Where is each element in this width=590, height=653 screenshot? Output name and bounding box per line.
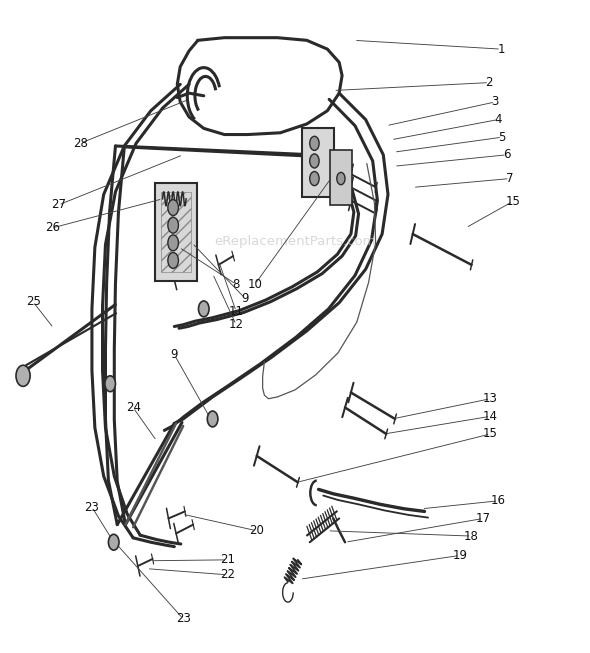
Circle shape <box>310 154 319 168</box>
Text: 9: 9 <box>171 348 178 361</box>
Text: 2: 2 <box>486 76 493 89</box>
Circle shape <box>168 200 178 215</box>
Text: eReplacementParts.com: eReplacementParts.com <box>214 235 376 248</box>
Circle shape <box>105 376 116 392</box>
Circle shape <box>168 235 178 251</box>
Text: 12: 12 <box>229 318 244 331</box>
Text: 19: 19 <box>453 549 467 562</box>
Text: 27: 27 <box>51 199 66 212</box>
FancyBboxPatch shape <box>155 183 196 281</box>
Circle shape <box>168 217 178 233</box>
FancyBboxPatch shape <box>161 192 191 272</box>
Text: 7: 7 <box>506 172 513 185</box>
Text: 14: 14 <box>483 410 498 422</box>
Text: 15: 15 <box>483 428 498 440</box>
Text: 22: 22 <box>220 568 235 581</box>
Text: 23: 23 <box>84 500 99 513</box>
FancyBboxPatch shape <box>302 129 334 197</box>
Text: 17: 17 <box>476 512 491 525</box>
Text: 18: 18 <box>464 530 479 543</box>
Text: 20: 20 <box>250 524 264 537</box>
Text: 1: 1 <box>497 42 505 56</box>
Text: 10: 10 <box>248 278 263 291</box>
Circle shape <box>16 365 30 387</box>
Text: 28: 28 <box>73 137 87 150</box>
FancyBboxPatch shape <box>330 150 352 205</box>
Text: 13: 13 <box>483 392 498 406</box>
Text: 5: 5 <box>499 131 506 144</box>
Circle shape <box>310 172 319 185</box>
Circle shape <box>337 172 345 185</box>
Circle shape <box>198 301 209 317</box>
Text: 15: 15 <box>506 195 520 208</box>
Circle shape <box>168 253 178 268</box>
Text: 25: 25 <box>25 295 41 308</box>
Text: 21: 21 <box>220 553 235 566</box>
Circle shape <box>109 534 119 550</box>
Text: 26: 26 <box>45 221 60 234</box>
Circle shape <box>310 136 319 150</box>
Text: 16: 16 <box>490 494 506 507</box>
Text: 6: 6 <box>503 148 511 161</box>
Text: 4: 4 <box>494 113 502 126</box>
Text: 3: 3 <box>491 95 499 108</box>
Text: 8: 8 <box>232 278 240 291</box>
Circle shape <box>207 411 218 427</box>
Text: 23: 23 <box>176 613 191 626</box>
Text: 9: 9 <box>241 292 249 305</box>
Text: 11: 11 <box>229 305 244 318</box>
Text: 24: 24 <box>126 401 140 414</box>
